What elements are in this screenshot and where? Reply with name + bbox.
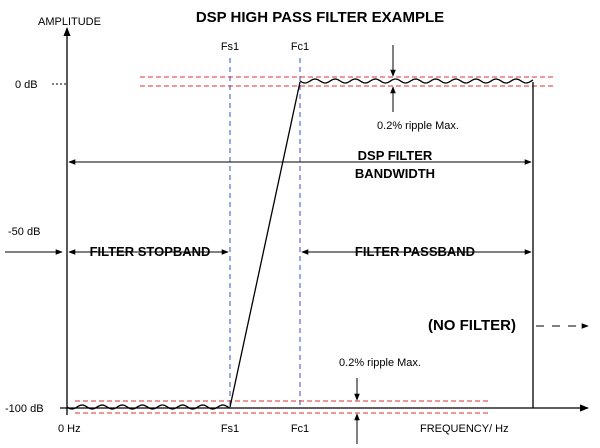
bandwidth-label: DSP FILTER: [358, 148, 433, 163]
bandwidth-label: BANDWIDTH: [355, 166, 435, 181]
stopband-response: [66, 404, 231, 410]
transition-slope: [229, 81, 301, 408]
y-axis-label: AMPLITUDE: [38, 16, 101, 28]
y-tick-label: -50 dB: [8, 226, 40, 238]
stopband-label: FILTER STOPBAND: [90, 244, 211, 259]
x-tick-label: Fc1: [291, 423, 309, 435]
passband-label: FILTER PASSBAND: [355, 244, 475, 259]
x-axis-label: FREQUENCY/ Hz: [420, 423, 509, 435]
title: DSP HIGH PASS FILTER EXAMPLE: [196, 9, 444, 26]
x-tick-label: Fs1: [221, 423, 239, 435]
passband-response: [299, 78, 534, 84]
x-tick-label: 0 Hz: [58, 423, 81, 435]
marker-label: Fc1: [291, 41, 309, 53]
ripple-label: 0.2% ripple Max.: [377, 120, 459, 132]
ripple-label: 0.2% ripple Max.: [339, 357, 421, 369]
y-tick-label: -100 dB: [5, 403, 44, 415]
no-filter-label: (NO FILTER): [428, 317, 516, 334]
y-tick-label: 0 dB: [15, 79, 38, 91]
marker-label: Fs1: [221, 41, 239, 53]
